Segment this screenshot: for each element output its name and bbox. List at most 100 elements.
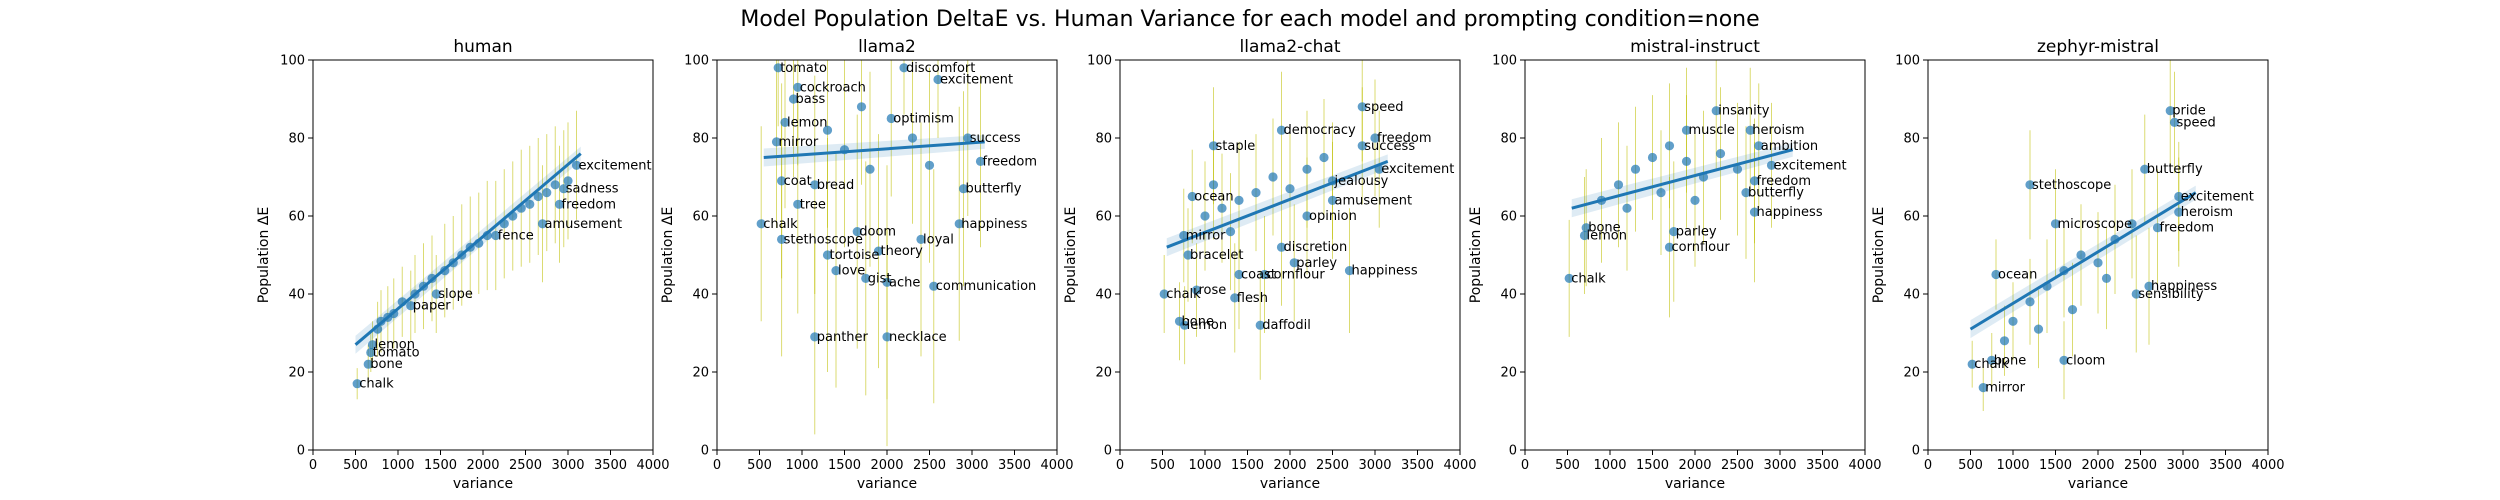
point-label: loyal <box>923 232 954 247</box>
y-tick-label: 0 <box>701 444 709 459</box>
point-label: excitement <box>2181 190 2254 205</box>
data-point <box>389 308 399 319</box>
data-point <box>1217 203 1227 213</box>
data-point <box>1715 149 1726 159</box>
x-tick-label: 2000 <box>1273 458 1306 473</box>
x-tick-label: 3000 <box>1358 458 1391 473</box>
data-point <box>1564 273 1574 283</box>
point-label: excitement <box>1774 158 1847 173</box>
data-point <box>1630 164 1641 174</box>
y-tick-label: 0 <box>1104 444 1112 459</box>
data-point <box>1319 152 1329 163</box>
y-tick-label: 0 <box>297 444 305 459</box>
point-label: bone <box>1588 221 1620 236</box>
x-tick-label: 2000 <box>466 458 499 473</box>
data-point <box>1987 355 1997 365</box>
data-point <box>1159 289 1169 299</box>
x-axis-label: variance <box>2068 476 2128 492</box>
data-point <box>2059 265 2069 276</box>
point-label: doom <box>859 225 896 240</box>
data-point <box>1230 293 1240 303</box>
data-point <box>563 176 573 186</box>
point-label: cornflour <box>1672 240 1731 255</box>
axes-frame <box>1927 59 2269 451</box>
data-point <box>1581 223 1591 233</box>
point-label: rose <box>1199 283 1227 298</box>
data-point <box>1681 125 1692 135</box>
data-point <box>457 250 467 260</box>
y-tick-label: 40 <box>1500 288 1517 303</box>
point-label: tomato <box>373 346 420 361</box>
x-tick-label: 3000 <box>551 458 584 473</box>
y-tick-label: 100 <box>1087 54 1112 69</box>
data-point <box>933 74 943 85</box>
data-point <box>2110 234 2120 244</box>
data-point <box>2174 191 2184 202</box>
axes-frame <box>312 59 654 451</box>
x-tick-label: 0 <box>1924 458 1932 473</box>
data-point <box>788 94 799 104</box>
point-label: parley <box>1676 225 1717 240</box>
point-label: butterfly <box>1748 186 1804 201</box>
point-label: slope <box>438 287 473 302</box>
x-tick-label: 1500 <box>1636 458 1669 473</box>
x-tick-label: 1500 <box>2039 458 2072 473</box>
data-point <box>1357 141 1367 151</box>
data-point <box>537 219 548 229</box>
data-point <box>2067 304 2078 315</box>
point-label: ambition <box>1761 139 1818 154</box>
data-point <box>465 242 475 252</box>
data-point <box>1225 227 1236 237</box>
point-label: amusement <box>545 217 623 232</box>
x-tick-label: 4000 <box>1040 458 1073 473</box>
data-point <box>865 164 875 174</box>
x-tick-label: 1500 <box>828 458 861 473</box>
data-point <box>1613 180 1624 190</box>
point-label: chalk <box>1974 357 2009 372</box>
x-tick-label: 4000 <box>1443 458 1476 473</box>
point-label: freedom <box>1377 131 1432 146</box>
point-label: communication <box>936 279 1037 294</box>
data-point <box>508 211 518 221</box>
point-label: cornflour <box>1267 268 1326 283</box>
x-tick-label: 2500 <box>2124 458 2157 473</box>
panel-title: llama2-chat <box>1240 37 1341 57</box>
point-label: bread <box>817 178 855 193</box>
data-point <box>1622 203 1632 213</box>
data-point <box>1669 227 1679 237</box>
data-point <box>1978 382 1988 393</box>
data-point <box>810 180 820 190</box>
data-point <box>899 63 909 73</box>
x-tick-label: 2000 <box>1678 458 1711 473</box>
point-label: optimism <box>893 112 954 127</box>
data-point <box>1302 164 1312 174</box>
data-point <box>2152 223 2163 233</box>
x-axis-label: variance <box>1260 476 1320 492</box>
data-point <box>542 188 552 198</box>
x-tick-label: 1000 <box>1188 458 1221 473</box>
point-label: bone <box>370 357 402 372</box>
point-label: coat <box>784 174 812 189</box>
point-label: freedom <box>2160 221 2215 236</box>
data-point <box>1749 207 1760 217</box>
point-label: lemon <box>375 338 415 353</box>
data-point <box>1370 133 1380 143</box>
point-label: tree <box>800 197 826 212</box>
y-tick-label: 20 <box>1500 366 1517 381</box>
y-tick-label: 80 <box>1500 132 1517 147</box>
point-label: chalk <box>763 217 798 232</box>
data-point <box>2008 316 2018 326</box>
point-label: mirror <box>779 135 819 150</box>
data-point <box>1741 188 1751 198</box>
panel-1: llama2 0 500 1000 1500 2000 2500 3000 3500 4000 0 2… <box>660 37 1074 492</box>
data-point <box>1259 269 1270 280</box>
point-label: speed <box>1364 100 1403 115</box>
data-point <box>1967 359 1977 369</box>
point-label: muscle <box>1689 123 1735 138</box>
data-point <box>559 184 569 194</box>
x-tick-label: 1500 <box>1231 458 1264 473</box>
data-point <box>427 273 437 283</box>
